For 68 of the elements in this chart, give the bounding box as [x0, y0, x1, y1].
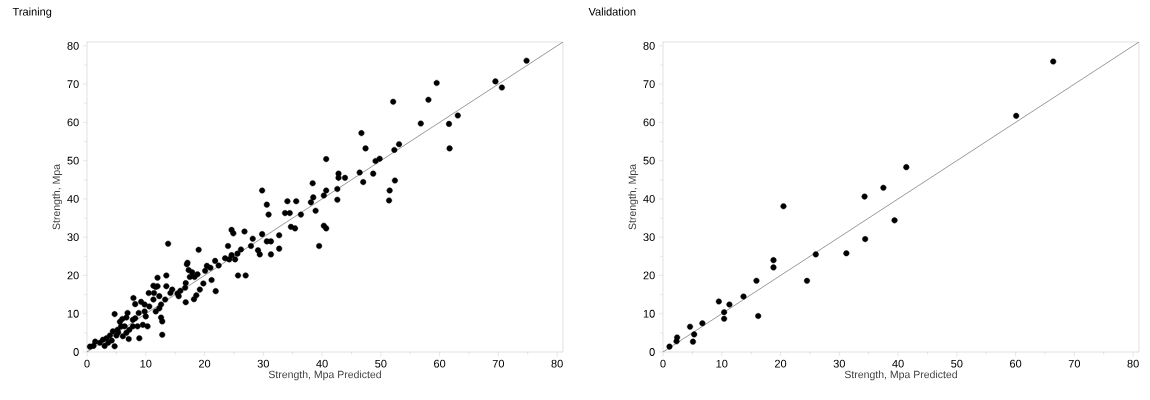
x-tick-label: 70	[492, 359, 505, 368]
y-tick-label: 0	[73, 348, 79, 356]
x-tick-label: 10	[716, 359, 728, 368]
y-tick-label: 30	[67, 233, 79, 242]
x-axis-title: Strength, Mpa Predicted	[844, 370, 957, 381]
x-tick-label: 40	[316, 359, 328, 368]
y-tick-label: 70	[67, 80, 79, 88]
y-tick-label: 50	[643, 156, 655, 165]
point	[862, 236, 869, 243]
point	[1050, 58, 1057, 65]
point	[674, 334, 681, 341]
y-tick-label: 80	[67, 41, 79, 50]
y-axis-title: Strength, Mpa	[52, 164, 63, 230]
point	[699, 320, 706, 327]
chart-title: Validation	[588, 7, 636, 16]
point	[812, 251, 819, 258]
x-tick-label: 80	[1127, 359, 1139, 368]
x-tick-label: 10	[140, 359, 152, 368]
x-tick-label: 60	[1010, 359, 1022, 368]
point	[715, 298, 722, 305]
y-tick-label: 60	[643, 118, 655, 127]
point	[780, 203, 787, 210]
y-tick-label: 10	[643, 309, 655, 318]
point	[721, 309, 728, 316]
y-tick-label: 0	[649, 348, 655, 356]
x-tick-label: 40	[892, 359, 904, 368]
point	[1013, 112, 1020, 119]
y-tick-label: 60	[67, 118, 79, 127]
point	[903, 164, 910, 171]
y-tick-label: 80	[643, 41, 655, 50]
point	[843, 250, 850, 257]
y-tick-label: 20	[643, 271, 655, 280]
y-tick-label: 40	[643, 195, 655, 203]
y-tick-label: 30	[643, 233, 655, 242]
x-tick-label: 0	[84, 359, 90, 368]
point	[689, 338, 696, 345]
x-tick-label: 70	[1068, 359, 1081, 368]
point	[726, 301, 733, 308]
y-tick-label: 20	[67, 271, 79, 280]
y-tick-label: 40	[67, 195, 79, 203]
x-tick-label: 60	[434, 359, 446, 368]
x-tick-label: 80	[551, 359, 563, 368]
x-tick-label: 20	[774, 359, 787, 368]
point	[753, 277, 760, 284]
point	[770, 257, 777, 264]
x-tick-label: 50	[375, 359, 387, 368]
x-tick-label: 30	[833, 359, 845, 368]
point	[687, 323, 694, 330]
y-tick-label: 50	[67, 156, 79, 165]
x-axis-title: Strength, Mpa Predicted	[268, 370, 381, 381]
point	[755, 313, 762, 320]
y-tick-label: 10	[67, 309, 79, 318]
point	[880, 184, 887, 191]
point	[666, 343, 673, 350]
x-tick-label: 30	[257, 359, 269, 368]
point	[740, 293, 747, 300]
point	[861, 193, 868, 200]
point	[891, 217, 898, 224]
y-tick-label: 70	[643, 80, 655, 88]
chart-title: Training	[12, 7, 52, 18]
x-tick-label: 0	[660, 359, 666, 368]
x-tick-label: 20	[198, 359, 211, 368]
point	[803, 277, 810, 284]
x-tick-label: 50	[951, 359, 963, 368]
y-axis-title: Strength, Mpa	[628, 164, 639, 230]
point	[770, 264, 777, 271]
point	[691, 331, 698, 338]
point	[721, 315, 728, 322]
